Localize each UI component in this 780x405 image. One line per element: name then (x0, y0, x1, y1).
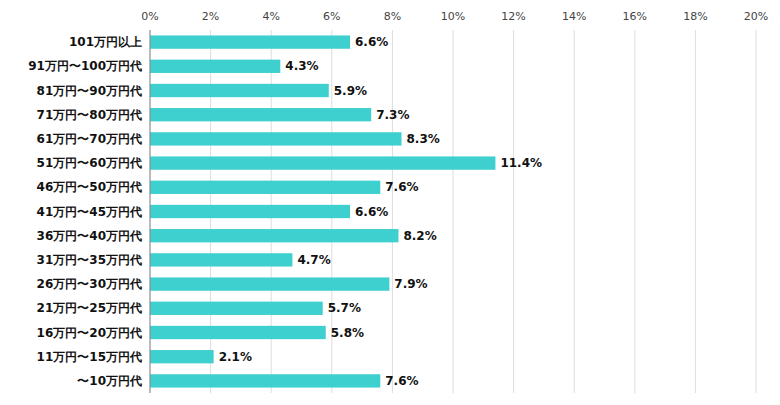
bar (150, 277, 389, 290)
data-label: 11.4% (500, 156, 542, 170)
bar (150, 181, 380, 194)
data-label: 6.6% (355, 35, 388, 49)
category-label: 31万円〜35万円代 (37, 253, 142, 267)
grid-line (695, 30, 696, 393)
data-label: 7.6% (385, 180, 418, 194)
data-label: 8.3% (406, 132, 439, 146)
bar (150, 132, 401, 145)
x-tick-label: 12% (501, 10, 525, 23)
category-label: 81万円〜90万円代 (37, 84, 142, 98)
chart: 0% 2% 4% 6% 8% 10% 12% 14% 16% 18% 20% 101万円以上 91万円〜… (0, 0, 780, 405)
data-label: 7.3% (376, 108, 409, 122)
x-tick-label: 16% (623, 10, 647, 23)
category-label: 16万円〜20万円代 (37, 326, 142, 340)
bar (150, 253, 292, 266)
category-label: 61万円〜70万円代 (37, 132, 142, 146)
bar (150, 350, 214, 363)
category-label: 46万円〜50万円代 (37, 180, 142, 194)
category-label: 26万円〜30万円代 (37, 277, 142, 291)
data-label: 6.6% (355, 205, 388, 219)
bar (150, 302, 323, 315)
category-label: 36万円〜40万円代 (37, 229, 142, 243)
data-label: 2.1% (219, 350, 252, 364)
bar (150, 374, 380, 387)
bar (150, 108, 371, 121)
data-label: 8.2% (403, 229, 436, 243)
data-label: 7.6% (385, 374, 418, 388)
data-label: 5.9% (334, 84, 367, 98)
grid-line (574, 30, 575, 393)
category-label: 41万円〜45万円代 (37, 205, 142, 219)
x-tick-label: 4% (262, 10, 279, 23)
bar (150, 326, 326, 339)
category-label: 101万円以上 (69, 35, 142, 49)
data-label: 5.7% (328, 301, 361, 315)
category-label: 51万円〜60万円代 (37, 156, 142, 170)
x-tick-label: 18% (683, 10, 707, 23)
grid-line (453, 30, 454, 393)
category-label: 11万円〜15万円代 (37, 350, 142, 364)
category-label: 21万円〜25万円代 (37, 301, 142, 315)
grid-line (150, 30, 151, 393)
x-tick-label: 14% (562, 10, 586, 23)
bar (150, 60, 280, 73)
data-label: 4.7% (297, 253, 330, 267)
bar (150, 229, 398, 242)
grid-line (634, 30, 635, 393)
data-label: 7.9% (394, 277, 427, 291)
x-tick-label: 2% (202, 10, 219, 23)
x-tick-label: 20% (744, 10, 768, 23)
bar (150, 205, 350, 218)
data-label: 5.8% (331, 326, 364, 340)
y-axis-line (150, 30, 151, 393)
grid-line (513, 30, 514, 393)
x-tick-label: 10% (441, 10, 465, 23)
category-label: 91万円〜100万円代 (28, 59, 142, 73)
category-label: 〜10万円代 (77, 374, 142, 388)
bars (150, 35, 495, 387)
bar (150, 84, 329, 97)
x-tick-label: 0% (141, 10, 158, 23)
bar (150, 35, 350, 48)
grid-line (392, 30, 393, 393)
data-label: 4.3% (285, 59, 318, 73)
grid (150, 30, 756, 393)
grid-line (756, 30, 757, 393)
bar (150, 156, 495, 169)
x-tick-label: 8% (384, 10, 401, 23)
x-tick-label: 6% (323, 10, 340, 23)
category-label: 71万円〜80万円代 (37, 108, 142, 122)
